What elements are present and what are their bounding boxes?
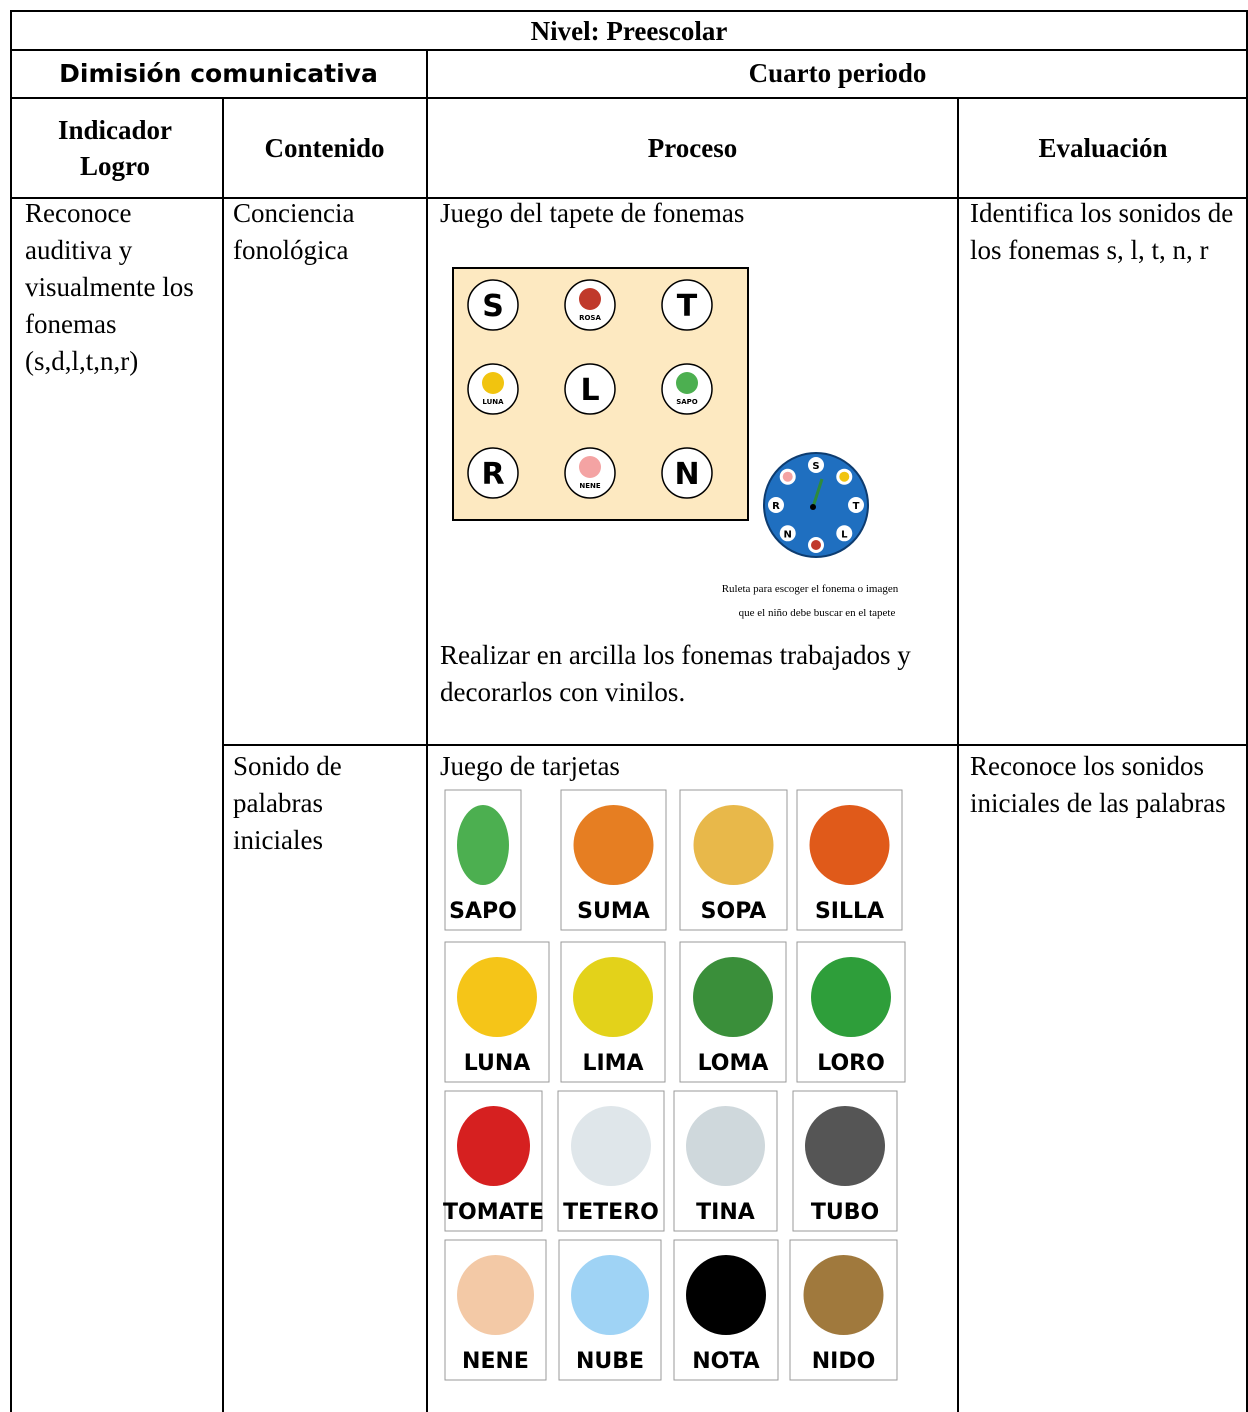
mat-picture [579,288,601,310]
card-picture [457,1106,530,1186]
roulette-letter: N [784,529,792,540]
card-word: LIMA [582,1051,643,1076]
card-word: SOPA [701,899,767,924]
card-word: NUBE [576,1349,644,1374]
card-picture [809,805,890,885]
roulette-needle [811,478,824,508]
card-word: SILLA [815,899,884,924]
card-picture [573,957,653,1037]
group-header: Cuarto periodo [748,58,927,88]
table-border [1246,10,1248,1412]
card-word: TUBO [811,1200,879,1225]
evaluation: Reconoce los sonidos iniciales de las pa… [970,751,1226,818]
card-picture [457,805,509,885]
table-border [10,49,1248,51]
roulette-slot [836,525,853,542]
roulette-slot [808,457,824,473]
roulette-letter: R [772,501,780,512]
card-word: LOMA [698,1051,769,1076]
column-header: Proceso [647,133,738,163]
table-border [426,49,428,1412]
indicator: Reconoce auditiva y visualmente los fone… [25,198,194,376]
card-picture [457,957,537,1037]
mat-letter: R [481,457,504,492]
mat-letter: S [482,289,504,324]
card-picture [571,1106,651,1186]
card-picture [693,805,774,885]
card-word: LUNA [464,1051,531,1076]
roulette-letter: S [812,461,819,472]
card-word: NOTA [692,1349,759,1374]
card-picture [573,805,654,885]
roulette-slot [779,525,796,542]
card-picture [811,957,891,1037]
mat-picture-label: ROSA [579,314,601,322]
column-header: Evaluación [1038,133,1168,163]
roulette-slot [768,497,784,513]
card-word: TOMATE [443,1200,544,1225]
mat-picture-label: SAPO [676,398,698,406]
mat-tile [467,447,519,499]
table-border [10,10,12,1412]
card-picture [686,1106,765,1186]
process-text: Realizar en arcilla los fonemas trabajad… [440,640,911,707]
column-header: Contenido [264,133,385,163]
roulette-hub [810,504,816,510]
card-word: NIDO [812,1349,876,1374]
card-word: LORO [817,1051,885,1076]
card-word: TETERO [563,1200,659,1225]
card-word: SAPO [449,899,517,924]
roulette-picture [782,471,793,482]
table-border [222,97,224,1412]
card-picture [693,957,773,1037]
table-border [10,97,1248,99]
mat-tile [661,279,713,331]
mat-tile [661,447,713,499]
table-border [957,97,959,1412]
mat-letter: T [677,289,698,324]
card-picture [805,1106,885,1186]
card-picture [803,1255,884,1335]
card-word: SUMA [577,899,650,924]
roulette-caption: Ruleta para escoger el fonema o imagen [722,583,899,595]
card-picture [457,1255,534,1335]
roulette-letter: T [853,501,860,512]
mat-picture-label: LUNA [482,398,504,406]
process-title: Juego de tarjetas [440,751,620,781]
mat-letter: N [674,457,699,492]
card-word: NENE [462,1349,529,1374]
mat-picture [676,372,698,394]
roulette-picture [839,471,850,482]
mat-tile [564,363,616,415]
mat-picture-label: NENE [579,482,600,490]
content: Sonido de palabras iniciales [233,751,342,855]
evaluation: Identifica los sonidos de los fonemas s,… [970,198,1234,265]
table-title: Nivel: Preescolar [530,16,728,46]
mat-picture [482,372,504,394]
roulette-caption: que el niño debe buscar en el tapete [739,607,896,619]
table-border [10,197,1248,199]
card-picture [571,1255,649,1335]
mat-tile [467,279,519,331]
mat-letter: L [580,373,599,408]
roulette-slot [848,497,864,513]
content: Conciencia fonológica [233,198,355,265]
mat-picture [579,456,601,478]
group-header: Dimisión comunicativa [59,59,378,88]
roulette-letter: L [841,529,848,540]
column-header: Indicador Logro [57,115,173,181]
roulette-picture [811,540,821,550]
table-border [222,744,1248,746]
card-picture [686,1255,766,1335]
process-title: Juego del tapete de fonemas [440,198,745,228]
table-border [10,10,1248,12]
card-word: TINA [696,1200,755,1225]
